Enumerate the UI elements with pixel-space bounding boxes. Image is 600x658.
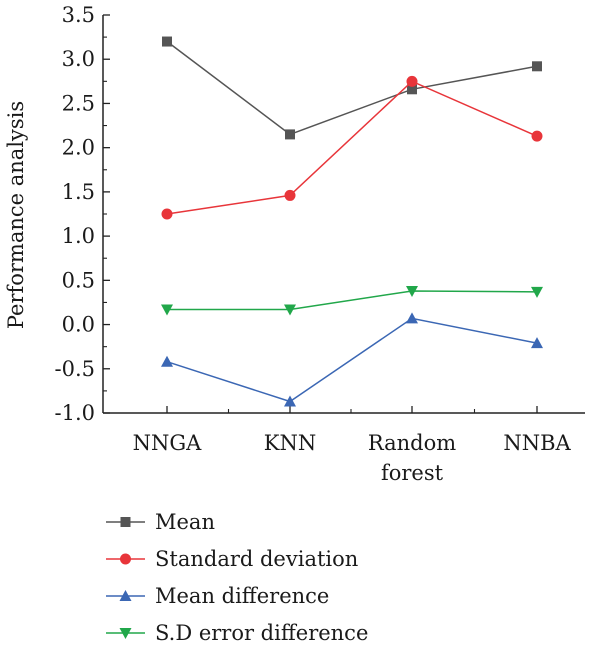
data-point-s-d-error-difference [161,304,173,316]
series-s-d-error-difference [161,285,543,316]
legend-swatch-marker [119,628,132,639]
data-point-s-d-error-difference [284,304,296,316]
legend-item-standard-deviation: Standard deviation [106,547,358,571]
legend-label: Mean difference [155,584,329,608]
y-tick-label: 0.5 [62,268,95,292]
y-tick-label: 2.5 [62,91,95,115]
data-point-mean-difference [284,395,296,407]
y-tick-label: 3.0 [62,47,95,71]
data-point-s-d-error-difference [406,285,418,297]
data-point-mean-difference [161,355,173,367]
y-axis-title: Performance analysis [4,101,28,329]
y-tick-label: 2.0 [62,136,95,160]
series-line-standard-deviation [166,80,538,215]
legend-swatch-marker [119,590,132,601]
data-point-standard-deviation [531,130,543,142]
x-tick-label: NNBA [503,431,571,455]
legend: Mean Standard deviation Mean difference S.D… [106,510,368,645]
legend-item-mean: Mean [106,510,215,534]
y-tick-label: -0.5 [55,357,96,381]
series-layer [161,36,543,407]
legend-item-s-d-error-difference: S.D error difference [106,621,368,645]
series-mean-difference [161,312,543,407]
y-tick-label: 3.5 [62,3,95,27]
legend-item-mean-difference: Mean difference [106,584,329,608]
data-point-mean [285,129,295,140]
legend-swatch-marker [120,553,131,565]
legend-swatch-marker [120,517,131,527]
data-point-standard-deviation [161,208,173,220]
y-tick-label: 1.0 [62,224,95,248]
data-point-mean [162,36,172,47]
x-tick-label: Random [368,431,456,455]
data-point-standard-deviation [406,75,418,87]
series-line-s-d-error-difference [167,290,538,311]
data-point-mean-difference [406,312,418,324]
series-line-mean [166,40,538,136]
data-point-mean [532,61,542,72]
series-standard-deviation [161,75,543,220]
y-tick-label: -1.0 [55,401,96,425]
data-point-s-d-error-difference [531,286,543,298]
data-point-mean [407,84,417,95]
x-tick-label: NNGA [133,431,203,455]
series-line-mean-difference [166,317,538,403]
x-tick-label: KNN [264,431,316,455]
data-point-mean-difference [531,337,543,349]
y-tick-label: 1.5 [62,180,95,204]
data-point-standard-deviation [284,189,296,201]
x-tick-label: forest [381,461,444,485]
series-mean [162,36,542,140]
y-tick-label: 0.0 [62,313,95,337]
legend-label: S.D error difference [155,621,368,645]
legend-label: Standard deviation [155,547,358,571]
legend-label: Mean [155,510,215,534]
axes: -1.0 -0.5 0.0 0.5 1.0 1.5 2.0 2.5 3.0 3.5 NNGA KNN R… [55,3,585,485]
